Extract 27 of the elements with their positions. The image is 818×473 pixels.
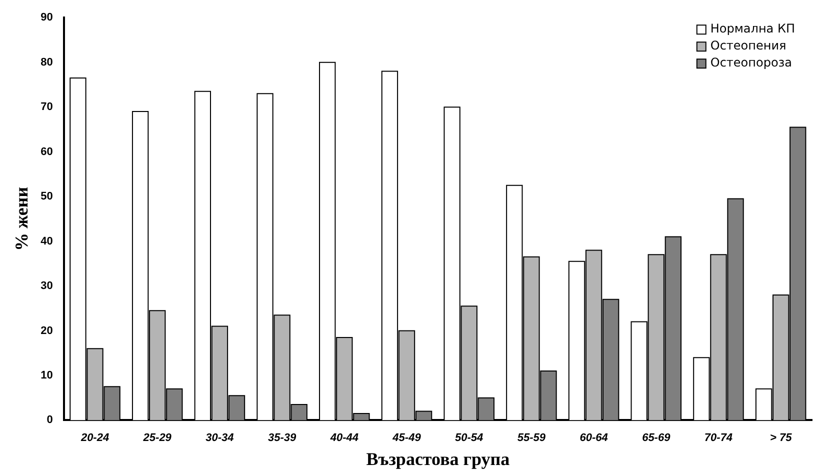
x-tick-label: 50-54 xyxy=(455,432,484,444)
y-tick-label: 0 xyxy=(46,414,53,426)
x-tick-label: > 75 xyxy=(770,432,793,444)
y-tick-label: 80 xyxy=(40,56,53,68)
x-tick-label: 20-24 xyxy=(80,432,110,444)
x-tick-label: 45-49 xyxy=(392,432,422,444)
x-tick-label: 55-59 xyxy=(517,432,546,444)
legend-label: Нормална КП xyxy=(710,22,796,36)
y-tick-label: 90 xyxy=(40,12,53,24)
y-tick-label: 60 xyxy=(40,146,53,158)
y-tick-label: 50 xyxy=(40,190,53,203)
x-tick-label: 40-44 xyxy=(329,432,358,444)
legend-label: Остеопороза xyxy=(710,56,792,70)
x-tick-label: 35-39 xyxy=(268,432,297,444)
legend-label: Остеопения xyxy=(710,38,786,53)
y-tick-label: 40 xyxy=(40,235,53,248)
x-axis-title: Възрастова група xyxy=(366,448,510,469)
y-tick-label: 30 xyxy=(40,280,53,292)
x-tick-label: 60-64 xyxy=(580,432,608,444)
y-tick-label: 70 xyxy=(40,101,53,114)
y-tick-label: 20 xyxy=(40,324,53,337)
x-tick-label: 30-34 xyxy=(206,432,234,444)
x-tick-label: 65-69 xyxy=(642,432,672,444)
y-tick-label: 10 xyxy=(40,370,53,382)
x-tick-label: 70-74 xyxy=(704,432,733,444)
y-axis-title: % жени xyxy=(11,186,32,251)
x-tick-label: 25-29 xyxy=(142,432,172,444)
